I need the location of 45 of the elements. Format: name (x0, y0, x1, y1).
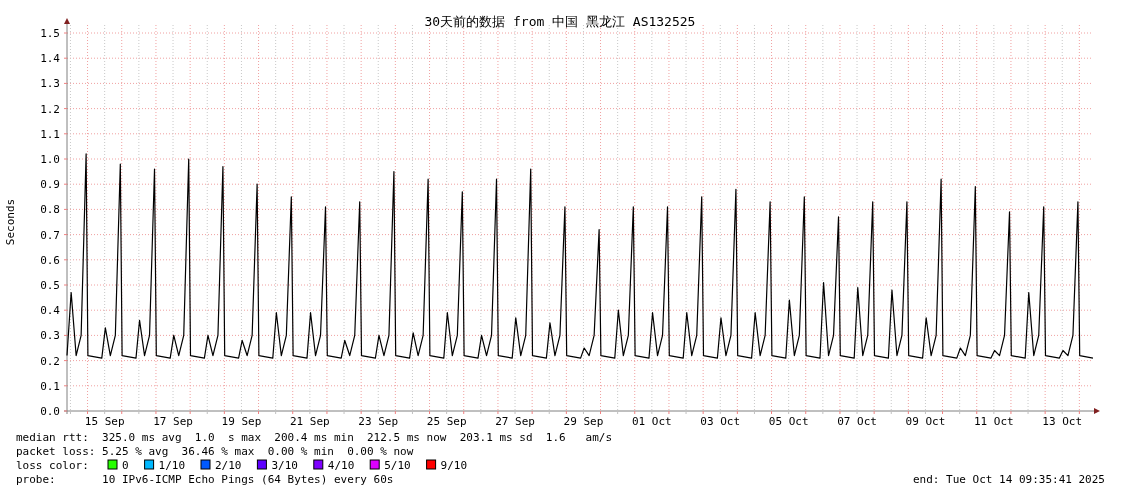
y-tick-label: 0.3 (40, 329, 60, 343)
y-tick-label: 0.9 (40, 178, 60, 192)
x-tick-label: 01 Oct (631, 415, 672, 428)
text: median rtt: 325.0 ms avg 1.0 s max 200.4 ms min 212.5 ms now 203.1 ms sd 1.6 am/s (16, 431, 613, 444)
text: end: Tue Oct 14 09:35:41 2025 (912, 473, 1105, 486)
y-tick-label: 1.2 (40, 102, 60, 116)
text: probe: 10 IPv6-ICMP Echo Pings (64 Bytes) every 60s (16, 473, 394, 486)
y-tick-label: 0.4 (40, 304, 61, 318)
y-tick-label: 0.8 (40, 203, 60, 217)
x-tick-label: 03 Oct (700, 415, 741, 428)
x-tick-label: 09 Oct (905, 415, 946, 428)
y-axis-title: Seconds (4, 198, 17, 246)
x-tick-label: 05 Oct (768, 415, 809, 428)
x-tick-label: 29 Sep (563, 415, 604, 428)
y-tick-label: 0.2 (40, 354, 60, 368)
x-tick-label: 23 Sep (358, 415, 399, 428)
y-tick-label: 1.1 (40, 127, 60, 141)
x-tick-label: 19 Sep (221, 415, 262, 428)
x-tick-label: 17 Sep (153, 415, 193, 428)
legend-label: 4/10 (327, 459, 355, 472)
x-tick-label: 11 Oct (973, 415, 1014, 428)
y-tick-label: 0.1 (40, 379, 60, 393)
x-tick-label: 21 Sep (289, 415, 330, 428)
y-tick-label: 1.0 (40, 153, 60, 166)
y-tick-label: 0.5 (40, 279, 60, 292)
y-tick-label: 0.7 (40, 228, 60, 242)
y-tick-label: 0.0 (40, 405, 60, 418)
y-tick-label: 1.4 (40, 52, 61, 66)
legend-label: 2/10 (215, 459, 242, 472)
legend-label: 0 (122, 459, 129, 472)
legend-label: 5/10 (384, 459, 411, 472)
x-tick-label: 25 Sep (426, 415, 467, 428)
y-tick-label: 1.3 (40, 77, 60, 91)
x-tick-label: 15 Sep (84, 415, 125, 428)
legend-label: 1/10 (158, 459, 186, 472)
y-tick-label: 1.5 (40, 27, 60, 40)
x-tick-label: 07 Oct (837, 415, 877, 428)
text: packet loss: 5.25 % avg 36.46 % max 0.00 % min 0.00 % now (16, 445, 414, 458)
y-tick-label: 0.6 (40, 253, 60, 267)
x-tick-label: 27 Sep (495, 415, 535, 428)
x-tick-label: 13 Oct (1042, 415, 1083, 428)
legend-title: loss color: (16, 459, 89, 472)
chart-title: 30天前的数据 from 中国 黑龙江 AS132525 (424, 14, 696, 29)
legend-label: 3/10 (271, 459, 298, 472)
legend-label: 9/10 (440, 459, 468, 472)
